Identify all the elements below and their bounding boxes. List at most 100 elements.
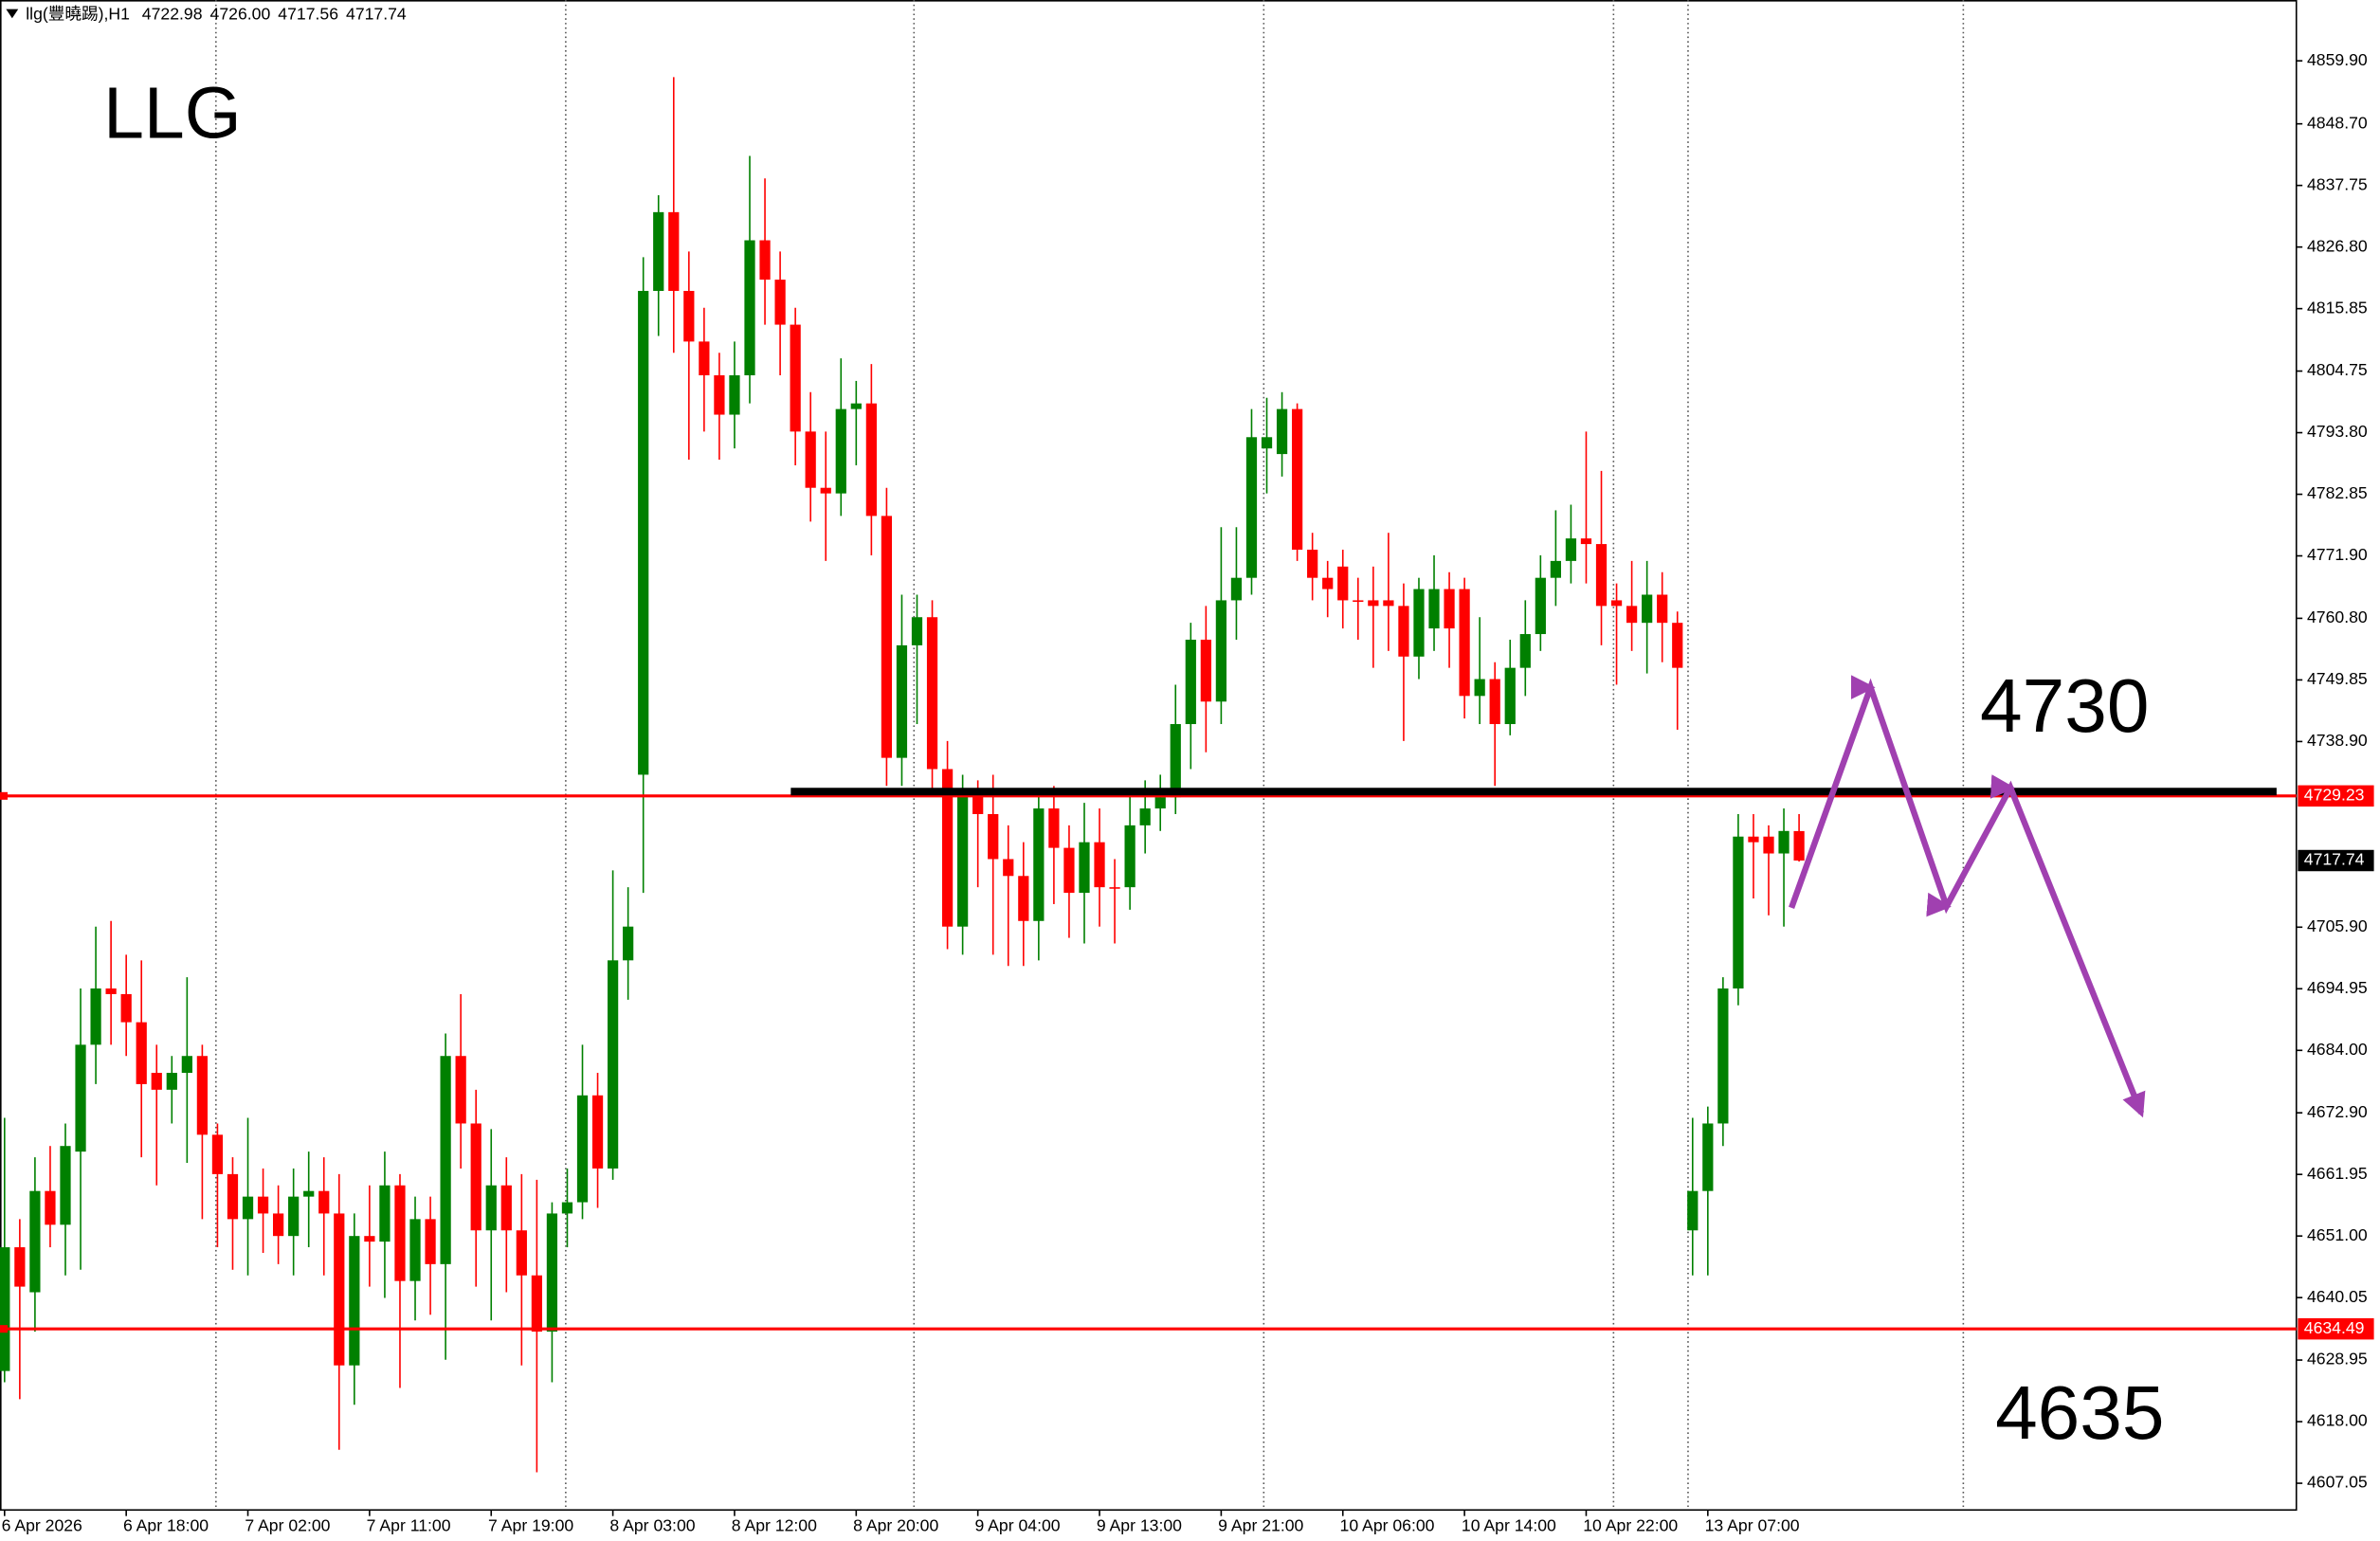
candle-body <box>29 1190 41 1293</box>
candle-body <box>546 1213 558 1333</box>
candle-body <box>774 280 786 325</box>
candle-body <box>1003 859 1014 877</box>
y-tick-label: 4771.90 <box>2307 545 2368 564</box>
candle-body <box>1702 1123 1714 1191</box>
candle-body <box>1428 589 1440 629</box>
x-tick-label: 10 Apr 06:00 <box>1340 1516 1435 1535</box>
candle-body <box>1033 808 1045 921</box>
candle-body <box>957 791 969 927</box>
x-tick-label: 10 Apr 14:00 <box>1462 1516 1556 1535</box>
candle-body <box>729 374 740 415</box>
candle-body <box>60 1146 71 1225</box>
candle-body <box>1580 538 1592 545</box>
candle-body <box>120 993 132 1023</box>
x-tick-label: 9 Apr 21:00 <box>1218 1516 1303 1535</box>
candle-body <box>1489 679 1500 725</box>
candle-body <box>941 769 954 927</box>
y-tick-label: 4782.85 <box>2307 483 2368 502</box>
candle-body <box>1642 594 1653 624</box>
candle-body <box>576 1095 589 1203</box>
candle-body <box>1215 600 1227 702</box>
candle-body <box>850 403 862 409</box>
candle-body <box>896 644 908 758</box>
x-tick-label: 9 Apr 04:00 <box>974 1516 1060 1535</box>
candle-body <box>211 1134 224 1174</box>
candle-body <box>988 813 999 860</box>
candle-body <box>273 1213 284 1237</box>
candle-body <box>1291 408 1303 551</box>
candle-body <box>881 516 893 758</box>
candle-body <box>1626 606 1638 624</box>
title-value: 4726.00 <box>210 5 271 24</box>
candle-body <box>714 374 725 415</box>
y-tick-label: 4672.90 <box>2307 1102 2368 1121</box>
y-tick-label: 4738.90 <box>2307 731 2368 750</box>
x-tick-label: 9 Apr 13:00 <box>1097 1516 1182 1535</box>
candle-body <box>455 1056 466 1124</box>
candle-body <box>1565 538 1577 561</box>
candle-body <box>1154 797 1166 809</box>
candle-body <box>485 1185 497 1231</box>
level-label-box <box>2298 785 2374 807</box>
y-tick-label: 4815.85 <box>2307 298 2368 317</box>
y-tick-label: 4848.70 <box>2307 113 2368 132</box>
candle-body <box>759 240 771 281</box>
x-tick-label: 10 Apr 22:00 <box>1583 1516 1678 1535</box>
candle-body <box>1444 589 1455 629</box>
candle-body <box>911 617 923 645</box>
candle-body <box>1474 679 1485 697</box>
candle-body <box>14 1247 26 1287</box>
candle-body <box>1383 600 1394 607</box>
x-tick-label: 8 Apr 12:00 <box>732 1516 817 1535</box>
candle-body <box>303 1190 315 1197</box>
y-tick-label: 4804.75 <box>2307 360 2368 379</box>
candle-body <box>1793 830 1805 861</box>
candle-body <box>668 211 680 291</box>
candle-body <box>683 290 695 342</box>
candle-body <box>196 1056 209 1135</box>
level-label: 4634.49 <box>2304 1318 2365 1337</box>
candle-body <box>1595 544 1608 607</box>
price-box <box>2298 849 2374 872</box>
x-tick-label: 6 Apr 2026 <box>2 1516 82 1535</box>
y-tick-label: 4651.00 <box>2307 1225 2368 1244</box>
candle-body <box>1139 808 1151 825</box>
candle-body <box>1519 634 1531 668</box>
candle-body <box>699 341 710 375</box>
candle-body <box>1124 825 1135 888</box>
title-values: 4722.98 4726.00 4717.56 4717.74 <box>142 5 407 24</box>
candle-body <box>1245 437 1258 578</box>
price-label: 4717.74 <box>2304 850 2365 869</box>
x-tick-label: 8 Apr 03:00 <box>609 1516 695 1535</box>
candle-body <box>1307 550 1318 578</box>
forecast-arrows <box>1789 675 2146 1118</box>
y-tick-label: 4793.80 <box>2307 422 2368 441</box>
y-tick-label: 4826.80 <box>2307 236 2368 255</box>
candle-body <box>1063 847 1075 894</box>
annotation: 4635 <box>1995 1369 2164 1455</box>
candle-body <box>1778 830 1790 854</box>
y-tick-label: 4705.90 <box>2307 916 2368 935</box>
x-tick-label: 8 Apr 20:00 <box>853 1516 938 1535</box>
candle-body <box>181 1056 192 1074</box>
level-anchor <box>0 791 9 800</box>
candle-body <box>561 1202 573 1214</box>
menu-icon[interactable] <box>6 9 19 19</box>
candle-body <box>835 408 846 494</box>
title-value: 4717.56 <box>278 5 338 24</box>
candle-body <box>805 431 816 488</box>
x-tick-label: 6 Apr 18:00 <box>123 1516 209 1535</box>
candle-body <box>1763 836 1774 854</box>
candle-body <box>1550 560 1561 578</box>
period-separators <box>215 0 1965 1511</box>
candle-body <box>1610 600 1623 607</box>
candle-body <box>1672 623 1683 668</box>
candle-body <box>972 791 984 814</box>
level-label-box <box>2298 1317 2374 1340</box>
candle-body <box>288 1196 300 1237</box>
candle-body <box>1018 876 1029 921</box>
candle-body <box>105 988 117 994</box>
x-tick-label: 7 Apr 02:00 <box>245 1516 330 1535</box>
candle-body <box>744 240 755 375</box>
title-value: 4717.74 <box>346 5 407 24</box>
